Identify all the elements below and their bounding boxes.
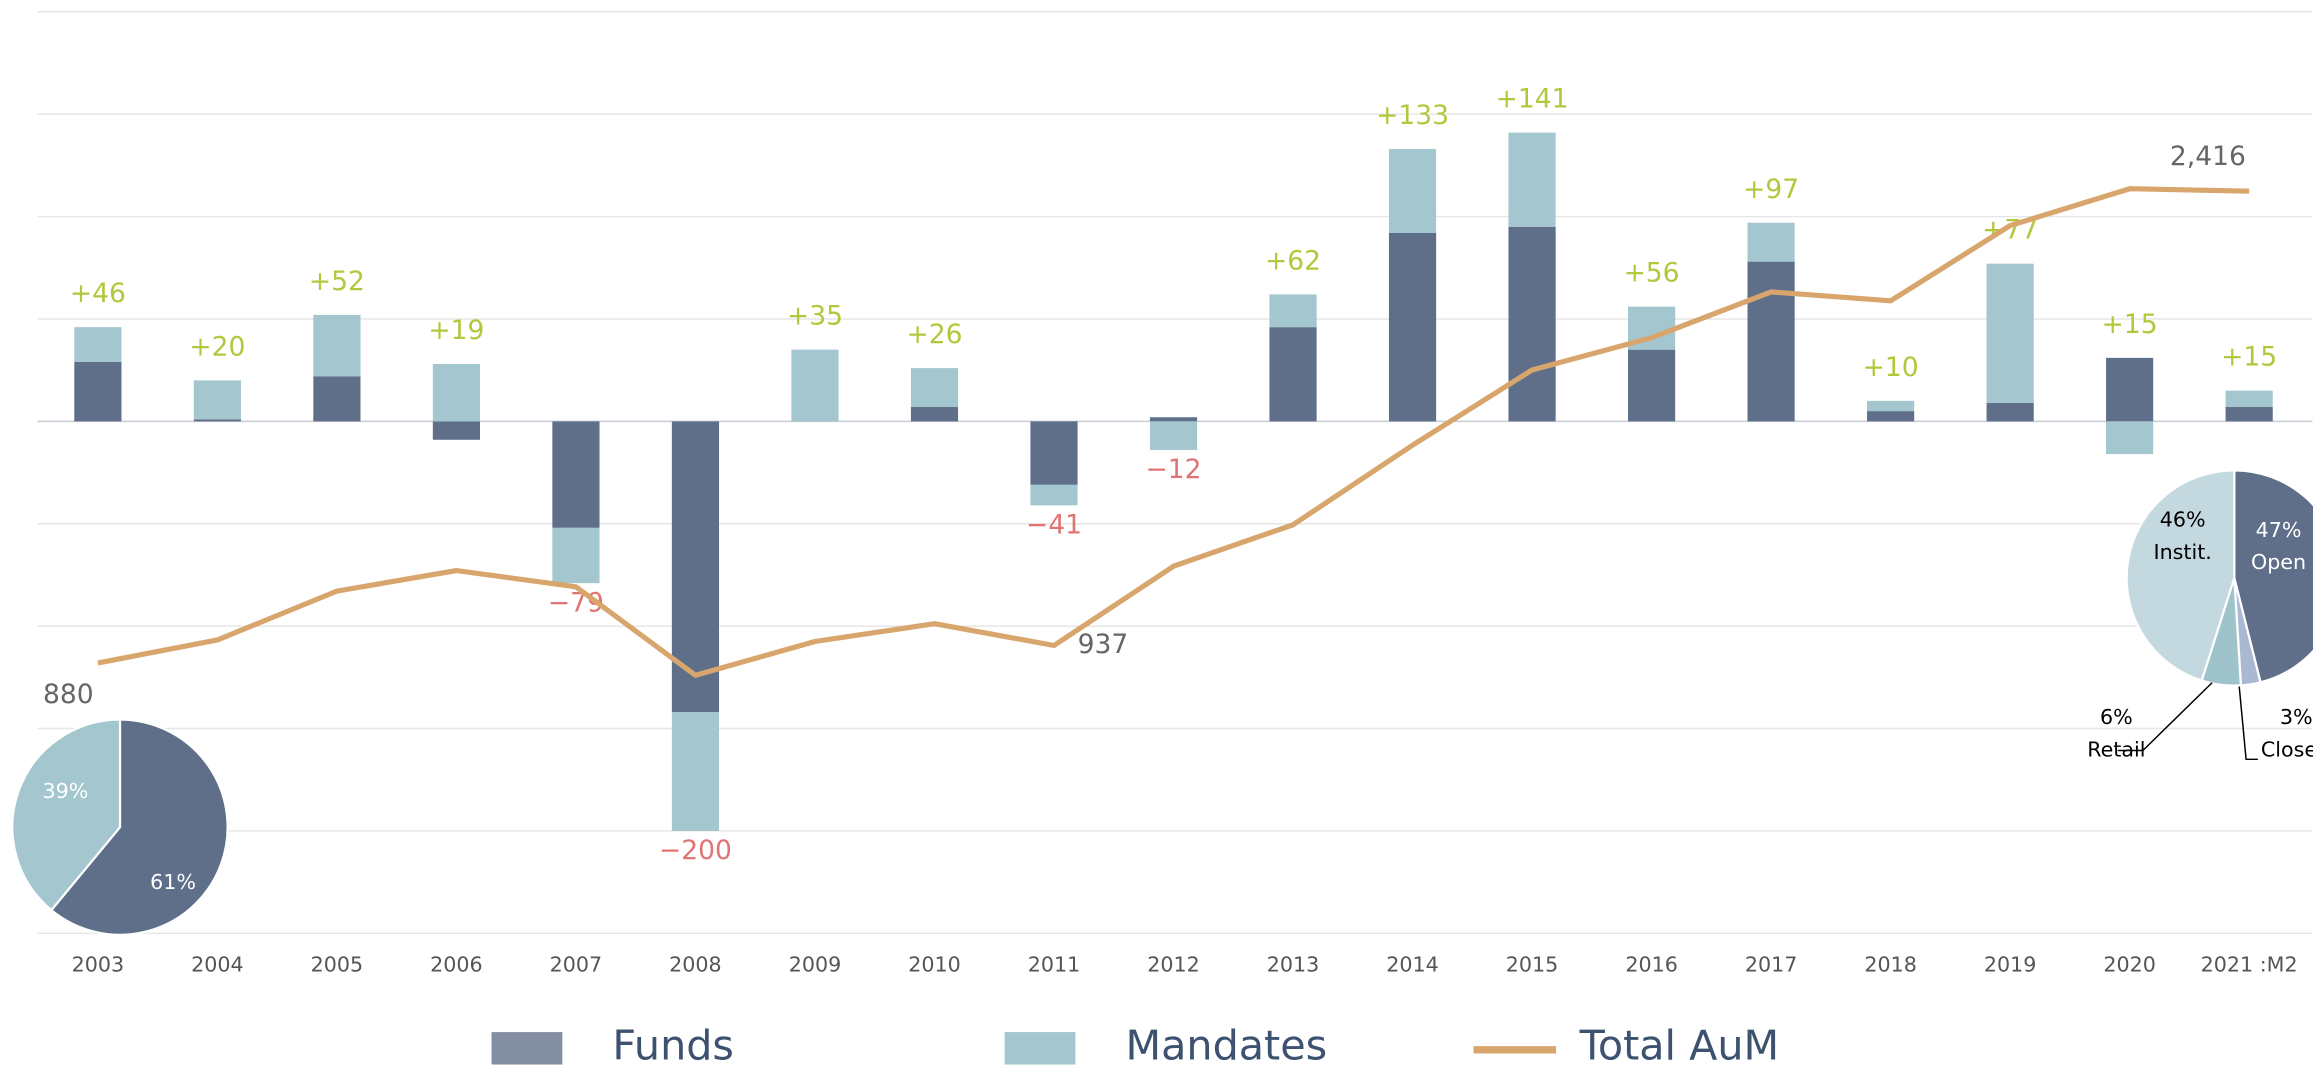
legend-swatch [491, 1032, 563, 1065]
legend: Funds Mandates Total AuM [491, 1021, 1779, 1066]
bar-segment [1269, 327, 1317, 422]
legend-label: Mandates [1126, 1021, 1328, 1066]
total-label: +52 [309, 266, 365, 297]
pie-slice [49, 718, 229, 936]
x-tick-label: 2007 [550, 953, 603, 977]
x-tick-label: 2011 [1028, 953, 1081, 977]
bar-segment [1986, 402, 2034, 422]
x-tick-label: 2014 [1386, 953, 1439, 977]
legend-label: Funds [612, 1021, 733, 1066]
bar-segment [1867, 400, 1915, 412]
pie-value-label: 39% [43, 779, 89, 803]
total-label: −200 [659, 835, 732, 866]
total-label: +15 [2221, 342, 2277, 373]
x-tick-label: 2016 [1625, 953, 1678, 977]
pie-label: Retail [2087, 737, 2145, 761]
x-tick-label: 2004 [191, 953, 244, 977]
bar-segment [1269, 294, 1317, 328]
total-label: +62 [1265, 245, 1321, 276]
total-label: +46 [70, 278, 126, 309]
bar-segment [1388, 148, 1437, 233]
x-tick-label: 2005 [311, 953, 364, 977]
pie-value-label: 61% [150, 870, 196, 894]
total-label: −12 [1146, 454, 1202, 485]
bar-segment [313, 376, 361, 422]
bar-segment [910, 368, 959, 408]
pie-label: Open [2251, 550, 2306, 574]
bar-segment [193, 419, 241, 422]
pie-slice [2233, 469, 2313, 684]
pie-value-label: 6% [2100, 705, 2133, 729]
pie-value-label: 46% [2160, 507, 2206, 531]
bar-segment [1986, 263, 2034, 403]
leader-line [2237, 681, 2258, 761]
bar-segment [432, 421, 481, 440]
pie-label: Instit. [2154, 540, 2212, 564]
bar-segment [1030, 421, 1078, 485]
x-tick-label: 2021 :M2 [2201, 953, 2298, 977]
bar-segment [552, 421, 600, 528]
bar-segment [2225, 407, 2273, 422]
aum-label: 937 [1078, 629, 1129, 660]
bar-segment [432, 364, 481, 422]
total-label: +26 [906, 319, 962, 350]
x-tick-label: 2017 [1745, 953, 1798, 977]
x-tick-label: 2010 [908, 953, 961, 977]
leader-line [2117, 682, 2213, 752]
total-label: +97 [1743, 174, 1799, 205]
x-tick-label: 2020 [2103, 953, 2156, 977]
x-tick-label: 2008 [669, 953, 722, 977]
bar-segment [671, 712, 720, 831]
bar-segment [1508, 132, 1556, 227]
bar-segment [1747, 222, 1795, 262]
pie-slice [11, 718, 122, 912]
total-label: +20 [189, 331, 245, 362]
pie-value-label: 47% [2256, 518, 2302, 542]
aum-label: 880 [43, 679, 94, 710]
bar-segment [1030, 484, 1078, 506]
total-label: +141 [1496, 84, 1569, 115]
x-tick-label: 2018 [1864, 953, 1917, 977]
bar-segment [1508, 226, 1556, 422]
bar-segment [2106, 357, 2154, 422]
x-tick-label: 2013 [1267, 953, 1320, 977]
bar-segment [1149, 417, 1198, 422]
bar-segment [1747, 261, 1795, 422]
x-tick-label: 2015 [1506, 953, 1558, 977]
total-label: −41 [1026, 509, 1082, 540]
x-tick-label: 2009 [789, 953, 842, 977]
aum-line [97, 186, 2250, 678]
bar-segment [791, 349, 839, 422]
pie-slice [2125, 469, 2236, 682]
bar-segment [1388, 232, 1437, 422]
bar-segment [1627, 349, 1676, 422]
bar-segment [74, 327, 122, 362]
bar-segment [193, 380, 241, 420]
bar-segment [910, 407, 959, 422]
x-tick-label: 2003 [72, 953, 125, 977]
bar-segment [2225, 390, 2273, 408]
bar-segment [1149, 421, 1198, 451]
legend-label: Total AuM [1579, 1021, 1779, 1066]
bar-segment [1867, 411, 1915, 422]
total-label: +10 [1863, 352, 1919, 383]
bar-segment [552, 527, 600, 584]
bar-segment [74, 361, 122, 422]
total-label: +19 [428, 315, 484, 346]
aum-label: 2,416 [2170, 141, 2246, 172]
pie-value-label: 3% [2280, 705, 2313, 729]
x-tick-label: 2012 [1147, 953, 1200, 977]
total-label: +133 [1376, 100, 1449, 131]
total-label: +56 [1624, 258, 1680, 289]
pie-label: Closed [2261, 737, 2313, 761]
legend-swatch [1004, 1032, 1076, 1065]
x-tick-label: 2019 [1984, 953, 2037, 977]
bar-segment [2106, 421, 2154, 455]
x-tick-label: 2006 [430, 953, 483, 977]
total-label: +15 [2102, 309, 2158, 340]
total-label: +35 [787, 301, 843, 332]
bar-segment [313, 314, 361, 377]
